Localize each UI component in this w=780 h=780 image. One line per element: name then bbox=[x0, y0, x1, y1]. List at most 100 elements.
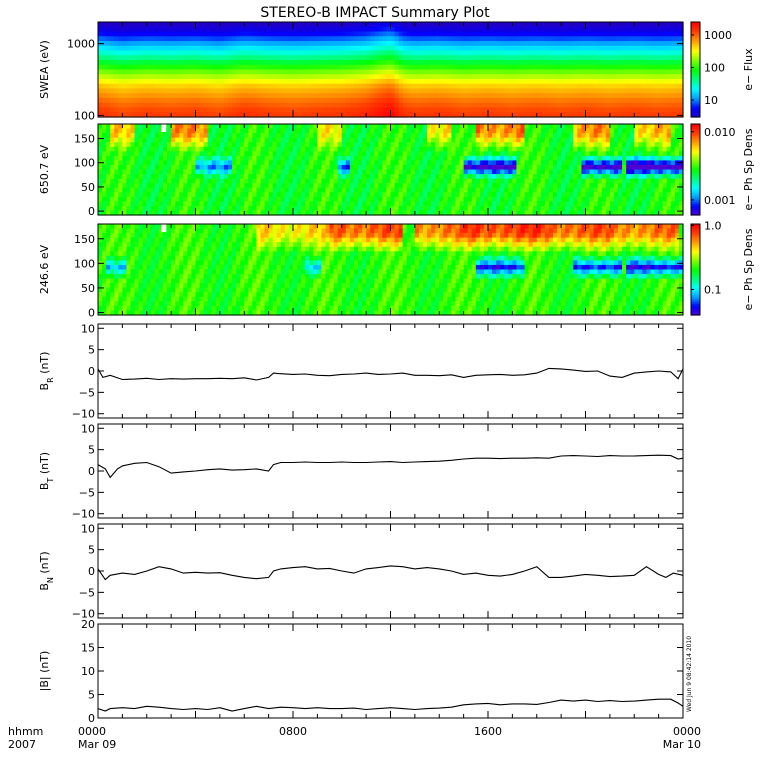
heatmap-cell bbox=[163, 187, 168, 193]
heatmap-cell bbox=[236, 93, 241, 99]
heatmap-cell bbox=[618, 74, 623, 80]
heatmap-cell bbox=[154, 98, 160, 104]
heatmap-cell bbox=[402, 169, 408, 175]
heatmap-cell bbox=[211, 83, 217, 90]
heatmap-cell bbox=[374, 164, 379, 171]
heatmap-cell bbox=[451, 79, 457, 85]
heatmap-cell bbox=[272, 88, 278, 94]
heatmap-cell bbox=[256, 155, 262, 161]
heatmap-cell bbox=[179, 137, 184, 143]
heatmap-cell bbox=[106, 187, 111, 193]
heatmap-cell bbox=[345, 196, 351, 202]
heatmap-cell bbox=[130, 151, 136, 157]
heatmap-cell bbox=[154, 22, 160, 28]
heatmap-cell bbox=[471, 93, 477, 99]
heatmap-cell bbox=[240, 155, 245, 161]
heatmap-cell bbox=[110, 107, 115, 113]
heatmap-cell bbox=[195, 133, 201, 139]
heatmap-cell bbox=[475, 164, 481, 171]
heatmap-cell bbox=[163, 36, 168, 42]
heatmap-cell bbox=[167, 187, 172, 193]
heatmap-cell bbox=[122, 45, 128, 52]
heatmap-cell bbox=[455, 83, 461, 90]
heatmap-cell bbox=[382, 183, 388, 189]
heatmap-cell bbox=[154, 64, 160, 71]
heatmap-cell bbox=[179, 74, 184, 80]
heatmap-cell bbox=[187, 128, 193, 134]
heatmap-cell bbox=[427, 142, 432, 148]
heatmap-cell bbox=[102, 151, 107, 157]
heatmap-cell bbox=[329, 164, 335, 171]
heatmap-cell bbox=[618, 26, 623, 33]
heatmap-cell bbox=[288, 187, 294, 193]
heatmap-cell bbox=[674, 26, 680, 33]
heatmap-cell bbox=[272, 102, 278, 109]
heatmap-cell bbox=[565, 79, 570, 85]
heatmap-cell bbox=[175, 155, 180, 161]
heatmap-cell bbox=[382, 31, 388, 37]
heatmap-cell bbox=[451, 60, 457, 66]
heatmap-cell bbox=[483, 93, 489, 99]
heatmap-cell bbox=[256, 210, 262, 216]
heatmap-cell bbox=[431, 36, 436, 42]
heatmap-cell bbox=[272, 36, 278, 42]
heatmap-cell bbox=[459, 210, 465, 216]
heatmap-cell bbox=[646, 60, 652, 66]
heatmap-cell bbox=[642, 107, 648, 113]
heatmap-cell bbox=[471, 64, 477, 71]
heatmap-cell bbox=[658, 55, 664, 61]
heatmap-cell bbox=[134, 36, 140, 42]
heatmap-cell bbox=[463, 196, 469, 202]
heatmap-cell bbox=[398, 26, 404, 33]
heatmap-cell bbox=[171, 169, 176, 175]
heatmap-cell bbox=[479, 107, 485, 113]
heatmap-cell bbox=[268, 205, 274, 212]
heatmap-cell bbox=[634, 69, 639, 75]
heatmap-cell bbox=[313, 164, 318, 171]
heatmap-cell bbox=[439, 88, 444, 94]
heatmap-cell bbox=[333, 55, 339, 61]
heatmap-cell bbox=[130, 50, 136, 56]
heatmap-cell bbox=[492, 31, 497, 37]
heatmap-cell bbox=[378, 124, 383, 130]
heatmap-cell bbox=[130, 69, 136, 75]
heatmap-cell bbox=[622, 26, 627, 33]
heatmap-cell bbox=[666, 83, 672, 90]
heatmap-cell bbox=[244, 137, 249, 143]
heatmap-cell bbox=[163, 142, 168, 148]
heatmap-cell bbox=[171, 137, 176, 143]
heatmap-cell bbox=[488, 187, 493, 193]
heatmap-cell bbox=[366, 151, 371, 157]
heatmap-cell bbox=[439, 31, 444, 37]
heatmap-cell bbox=[447, 187, 453, 193]
heatmap-cell bbox=[122, 98, 128, 104]
heatmap-cell bbox=[268, 128, 274, 134]
heatmap-cell bbox=[536, 79, 542, 85]
heatmap-cell bbox=[483, 79, 489, 85]
heatmap-cell bbox=[374, 128, 379, 134]
heatmap-cell bbox=[138, 93, 144, 99]
heatmap-cell bbox=[439, 164, 444, 171]
heatmap-cell bbox=[106, 142, 111, 148]
heatmap-cell bbox=[475, 205, 481, 212]
heatmap-cell bbox=[634, 50, 639, 56]
heatmap-cell bbox=[370, 31, 375, 37]
heatmap-cell bbox=[634, 64, 639, 71]
heatmap-cell bbox=[398, 137, 404, 143]
heatmap-cell bbox=[138, 210, 144, 216]
heatmap-cell bbox=[232, 160, 237, 166]
heatmap-cell bbox=[557, 55, 562, 61]
heatmap-cell bbox=[455, 64, 461, 71]
heatmap-cell bbox=[232, 137, 237, 143]
heatmap-cell bbox=[674, 98, 680, 104]
heatmap-cell bbox=[150, 201, 156, 207]
heatmap-cell bbox=[167, 93, 172, 99]
heatmap-cell bbox=[195, 201, 201, 207]
heatmap-cell bbox=[118, 187, 123, 193]
heatmap-cell bbox=[154, 133, 160, 139]
heatmap-cell bbox=[191, 112, 197, 118]
heatmap-cell bbox=[451, 98, 457, 104]
heatmap-cell bbox=[634, 31, 639, 37]
heatmap-cell bbox=[138, 31, 144, 37]
heatmap-cell bbox=[223, 124, 229, 130]
